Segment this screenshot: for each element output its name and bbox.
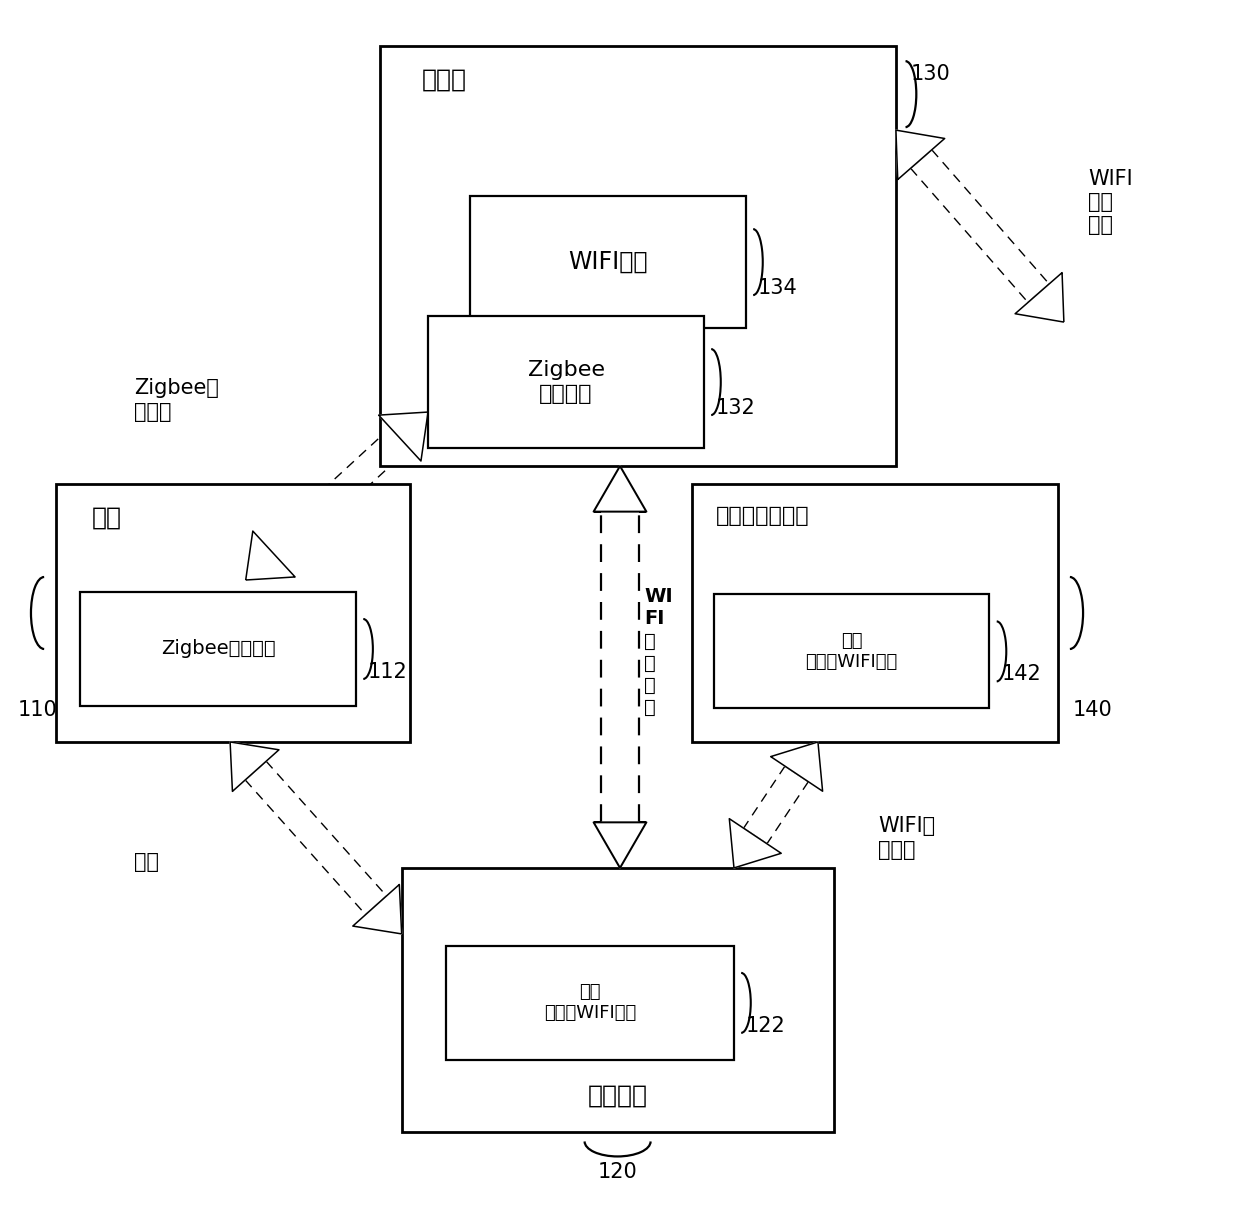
Text: 第一
嵌入式WIFI模块: 第一 嵌入式WIFI模块 <box>544 983 636 1022</box>
Text: 110: 110 <box>17 701 57 720</box>
Text: 130: 130 <box>910 64 950 85</box>
Polygon shape <box>897 130 945 180</box>
FancyBboxPatch shape <box>713 594 990 708</box>
Text: 132: 132 <box>715 399 755 418</box>
Text: 120: 120 <box>598 1162 637 1181</box>
FancyBboxPatch shape <box>446 946 734 1059</box>
Polygon shape <box>353 884 402 934</box>
Polygon shape <box>378 412 428 461</box>
Text: 扫码: 扫码 <box>134 852 159 872</box>
Text: 自动导引运输车: 自动导引运输车 <box>715 506 810 525</box>
Polygon shape <box>594 823 646 867</box>
Text: 142: 142 <box>1002 664 1042 684</box>
Text: 货柜: 货柜 <box>92 506 123 529</box>
FancyBboxPatch shape <box>81 592 356 705</box>
Text: 处理器: 处理器 <box>422 68 467 92</box>
Text: Zigbee无
线通信: Zigbee无 线通信 <box>134 378 219 422</box>
FancyBboxPatch shape <box>692 484 1058 742</box>
FancyBboxPatch shape <box>428 316 704 448</box>
Polygon shape <box>1016 273 1064 323</box>
Text: WIFI无
线通信: WIFI无 线通信 <box>878 817 935 860</box>
Text: 122: 122 <box>746 1016 786 1035</box>
Text: Zigbee接收模块: Zigbee接收模块 <box>161 639 275 658</box>
Polygon shape <box>246 532 295 580</box>
Text: Zigbee
发送模块: Zigbee 发送模块 <box>527 360 605 403</box>
Text: 112: 112 <box>368 662 408 681</box>
Text: WIFI模块: WIFI模块 <box>568 250 647 274</box>
Text: 140: 140 <box>1073 701 1112 720</box>
Polygon shape <box>231 742 279 791</box>
Text: WIFI
无线
通信: WIFI 无线 通信 <box>1087 169 1132 236</box>
Polygon shape <box>729 819 781 867</box>
Text: WI
FI
无
线
通
信: WI FI 无 线 通 信 <box>644 587 672 716</box>
FancyBboxPatch shape <box>381 46 897 466</box>
FancyBboxPatch shape <box>470 196 746 329</box>
Text: 手持终端: 手持终端 <box>588 1084 647 1108</box>
Text: 第二
嵌入式WIFI模块: 第二 嵌入式WIFI模块 <box>806 632 898 670</box>
FancyBboxPatch shape <box>402 867 833 1132</box>
Polygon shape <box>594 466 646 512</box>
FancyBboxPatch shape <box>56 484 410 742</box>
Text: 134: 134 <box>758 279 797 298</box>
Polygon shape <box>771 742 822 791</box>
